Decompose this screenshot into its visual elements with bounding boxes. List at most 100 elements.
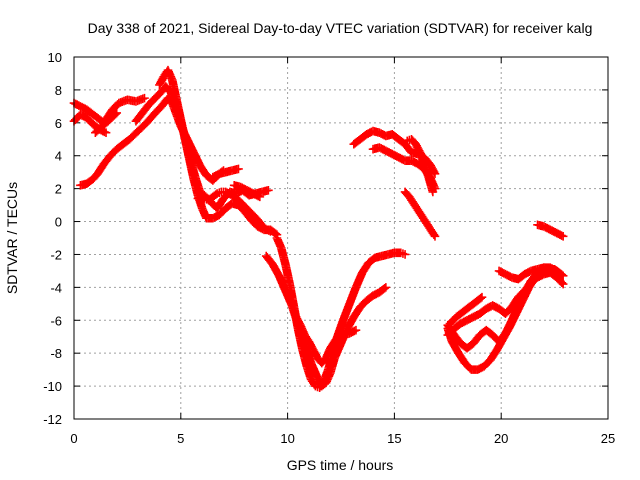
data-point-track <box>233 186 246 198</box>
data-point-track <box>241 203 255 217</box>
data-point-track <box>71 99 84 110</box>
data-point-track <box>89 170 101 182</box>
data-point-track <box>451 320 464 332</box>
data-point-track <box>277 245 290 267</box>
data-point-track <box>553 274 567 288</box>
data-point-track <box>383 147 395 158</box>
data-point-track <box>541 263 554 274</box>
y-tick-label: -4 <box>50 280 62 295</box>
chart-title: Day 338 of 2021, Sidereal Day-to-day VTE… <box>88 20 593 36</box>
data-point-track <box>231 181 244 191</box>
data-point-track <box>139 101 152 116</box>
data-point-track <box>346 326 359 337</box>
data-point-track <box>195 191 207 202</box>
data-point-track <box>509 273 521 284</box>
data-point-track <box>248 210 261 223</box>
data-point <box>558 271 568 281</box>
data-point-track <box>176 116 190 142</box>
data-point-track <box>120 135 133 148</box>
series-arc-8 <box>208 164 243 182</box>
data-point-track <box>370 127 383 137</box>
y-tick-labels: -12 -10 -8 -6 -4 -2 0 2 4 6 8 10 <box>43 50 62 427</box>
data-point <box>101 128 111 137</box>
data-point-track <box>450 332 464 347</box>
series-arc-15 <box>402 134 438 197</box>
series-arc-12 <box>291 312 361 368</box>
data-point-track <box>466 298 479 311</box>
y-tick-label: 0 <box>55 215 62 230</box>
data-point-track <box>483 326 496 339</box>
series-arc-21 <box>494 263 555 284</box>
data-point-track <box>309 347 321 361</box>
data-point-track <box>162 83 174 95</box>
data-point-track <box>350 304 364 320</box>
data-point-track <box>216 168 229 178</box>
y-tick-label: -8 <box>50 346 62 361</box>
data-point-track <box>210 170 222 181</box>
data-point-track <box>83 106 99 120</box>
series-arc-11 <box>272 233 410 393</box>
data-point <box>112 108 122 118</box>
data-point-track <box>408 157 421 168</box>
data-point-track <box>408 148 421 158</box>
data-point-track <box>326 335 341 352</box>
data-point-track <box>77 179 90 190</box>
data-point-track <box>143 109 159 126</box>
data-point-track <box>534 220 547 231</box>
data-point-track <box>472 293 485 306</box>
data-point-track <box>343 314 358 332</box>
data-point-track <box>464 313 477 324</box>
data-point-track <box>100 152 114 167</box>
data-point-track <box>250 190 263 201</box>
data-point-track <box>476 305 490 318</box>
data-point-track <box>94 161 108 177</box>
data-point-track <box>461 360 475 373</box>
data-point-track <box>339 301 354 324</box>
x-tick-label: 0 <box>70 431 77 446</box>
data-point-track <box>457 316 470 328</box>
series-arc-9 <box>229 181 265 202</box>
data-points <box>69 65 568 393</box>
x-tick-label: 25 <box>601 431 615 446</box>
data-point-track <box>495 330 509 345</box>
data-point-track <box>216 205 229 218</box>
data-point-track <box>77 111 90 122</box>
x-tick-label: 5 <box>177 431 184 446</box>
data-point-track <box>237 183 250 194</box>
data-point-track <box>401 141 415 156</box>
data-point-track <box>98 117 112 130</box>
data-point-track <box>481 356 494 370</box>
data-point-track <box>83 114 97 128</box>
data-point-track <box>515 287 528 301</box>
data-point-track <box>241 208 255 223</box>
data-point-track <box>410 200 422 213</box>
series-arc-16 <box>400 187 440 241</box>
data-point-track <box>395 135 409 148</box>
data-point-track <box>109 100 122 113</box>
data-point-track <box>345 284 360 307</box>
data-point-track <box>521 279 535 294</box>
y-tick-label: -10 <box>43 379 62 394</box>
data-point-track <box>316 378 328 391</box>
data-point-track <box>363 292 377 304</box>
data-point-track <box>235 197 248 210</box>
data-point-track <box>213 195 227 212</box>
data-point-track <box>453 308 466 321</box>
data-point-track <box>534 270 547 281</box>
data-point <box>381 283 391 292</box>
y-tick-label: -12 <box>43 412 62 427</box>
data-point-track <box>126 127 142 143</box>
data-point-track <box>475 362 487 374</box>
data-point-track <box>455 350 469 366</box>
data-point-track <box>487 347 501 363</box>
data-point-track <box>547 226 560 237</box>
data-point-track <box>401 188 413 200</box>
data-point-track <box>389 150 402 161</box>
data-point-track <box>196 162 210 179</box>
data-point-track <box>152 103 165 116</box>
data-point <box>351 325 361 335</box>
data-point-track <box>502 304 515 317</box>
data-point-track <box>423 220 434 233</box>
data-point-track <box>254 223 267 234</box>
data-point <box>234 164 243 174</box>
